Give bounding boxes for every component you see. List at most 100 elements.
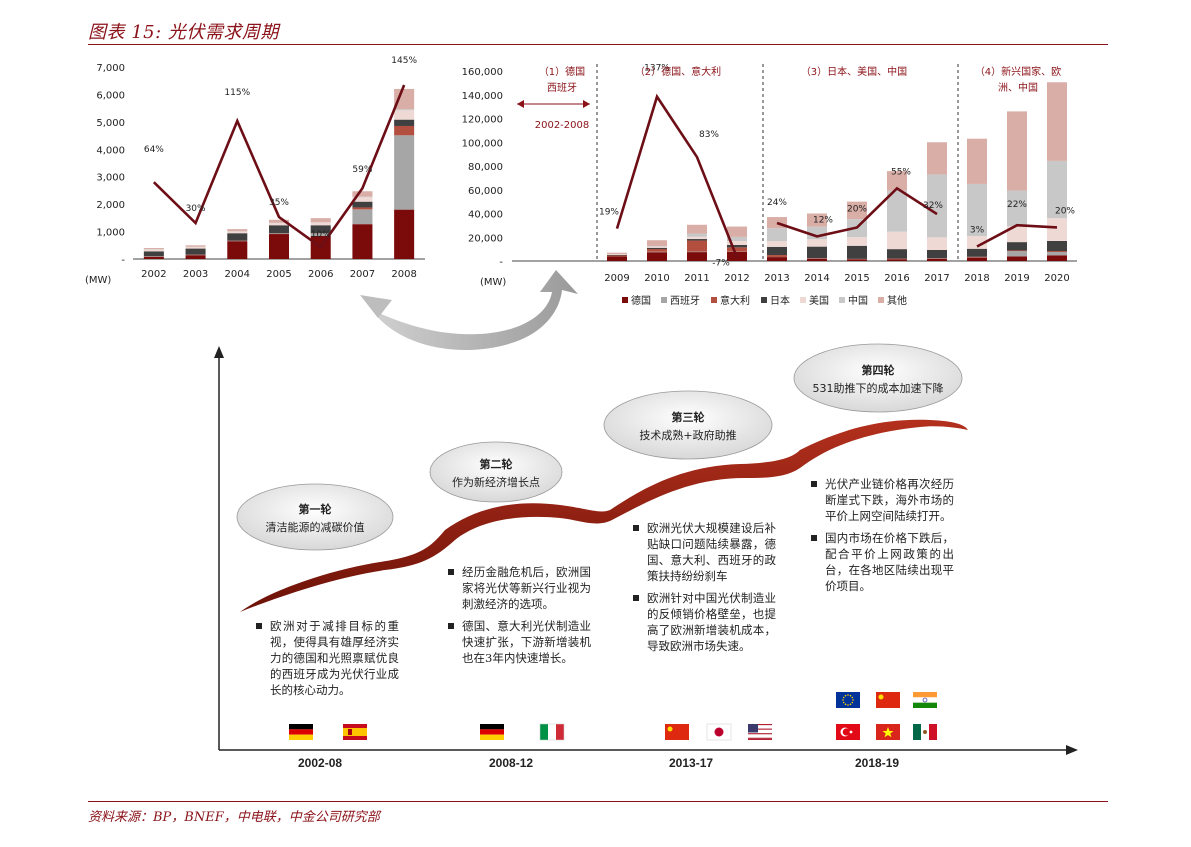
bar-segment xyxy=(227,241,248,259)
flag-part xyxy=(748,735,772,737)
x-tick-label: 2009 xyxy=(604,273,629,284)
bar-segment xyxy=(807,213,827,227)
y-tick-label: - xyxy=(121,255,125,266)
flag-star xyxy=(878,694,884,700)
flag-part xyxy=(289,729,313,735)
flag-star xyxy=(842,696,845,699)
bar-segment xyxy=(927,249,947,259)
round-title: 第四轮 xyxy=(862,363,895,377)
unit-label: (MW) xyxy=(85,275,111,286)
flag-border xyxy=(706,723,732,741)
bar-segment xyxy=(887,259,907,261)
flag-star xyxy=(851,696,854,699)
bar-segment xyxy=(185,248,206,255)
bar-segment xyxy=(967,236,987,249)
y-tick-label: 7,000 xyxy=(96,63,125,74)
growth-label: 145% xyxy=(391,56,417,66)
flag-part xyxy=(540,724,548,740)
bar-segment xyxy=(727,226,747,237)
bar-segment xyxy=(887,171,907,191)
flag-border xyxy=(539,723,565,741)
bar-segment xyxy=(767,241,787,247)
legend-label: 德国 xyxy=(631,294,651,307)
bar-segment xyxy=(967,248,987,257)
growth-label: 115% xyxy=(224,88,250,98)
bar-segment xyxy=(227,233,248,241)
bar-segment xyxy=(607,255,627,257)
bar-segment xyxy=(647,247,667,250)
flag-star xyxy=(847,704,849,706)
x-tick-label: 2019 xyxy=(1004,273,1029,284)
bar-segment xyxy=(647,246,667,248)
bullet-item: 欧洲对于减排目标的重视，使得具有雄厚经济实力的德国和光照禀赋优良的西班牙成为光伏… xyxy=(256,618,399,698)
bar-segment xyxy=(887,249,907,259)
flag-part xyxy=(748,728,772,730)
bar-segment xyxy=(143,256,164,259)
flag-star xyxy=(667,726,673,732)
x-tick-label: 2018 xyxy=(964,273,989,284)
growth-label: 3% xyxy=(970,225,985,235)
phase1-arrow-left xyxy=(517,100,524,108)
bar-segment xyxy=(143,249,164,252)
legend-label: 日本 xyxy=(770,294,790,307)
bar-segment xyxy=(310,222,331,226)
growth-line xyxy=(152,84,406,249)
bar-segment xyxy=(394,125,415,136)
timeline-x-arrow xyxy=(1066,745,1078,755)
bar-segment xyxy=(352,224,373,259)
flag-part xyxy=(913,697,937,703)
flag-part xyxy=(913,724,921,740)
bar-segment xyxy=(967,183,987,237)
flag-part xyxy=(343,728,367,736)
x-tick-label: 2006 xyxy=(308,269,333,280)
bar-segment xyxy=(607,256,627,261)
growth-label: 30% xyxy=(186,204,206,214)
legend-label: 中国 xyxy=(848,294,868,307)
round3-bullets: 欧洲光伏大规模建设后补贴缺口问题陆续暴露，德国、意大利、西班牙的政策扶持纷纷刹车… xyxy=(633,520,776,660)
bar-segment xyxy=(352,201,373,208)
bar-segment xyxy=(687,236,707,240)
bar-segment xyxy=(227,231,248,234)
legend-label: 意大利 xyxy=(720,294,750,307)
italy-flag xyxy=(539,723,565,741)
flag-star xyxy=(849,703,852,706)
x-tick-label: 2005 xyxy=(266,269,291,280)
legend-swatch xyxy=(878,297,884,303)
round-bubble xyxy=(603,390,773,460)
bar-segment xyxy=(767,255,787,257)
bar-segment xyxy=(687,224,707,234)
eu-flag xyxy=(836,692,860,708)
germany-flag xyxy=(480,724,504,740)
y-tick-label: 160,000 xyxy=(462,67,503,78)
bar-segment xyxy=(1007,190,1027,227)
bar-segment xyxy=(227,229,248,232)
timeline-y-arrow xyxy=(214,346,224,358)
round2-bullets: 经历金融危机后，欧洲国家将光伏等新兴行业视为刺激经济的选项。 德国、意大利光伏制造… xyxy=(448,564,591,672)
x-tick-label: 2003 xyxy=(183,269,208,280)
bar-segment xyxy=(1047,251,1067,256)
bar-segment xyxy=(352,209,373,225)
y-tick-label: 120,000 xyxy=(462,115,503,126)
phase1-years: 2002-2008 xyxy=(535,120,590,131)
round-bubble xyxy=(236,483,394,551)
flag-part xyxy=(289,734,313,740)
x-tick-label: 2013 xyxy=(764,273,789,284)
legend-label: 美国 xyxy=(809,294,829,307)
bar-segment xyxy=(727,241,747,245)
bar-segment xyxy=(927,174,947,238)
bar-segment xyxy=(352,196,373,198)
bar-segment xyxy=(847,237,867,246)
y-tick-label: 80,000 xyxy=(468,162,503,173)
legend-label: 西班牙 xyxy=(670,295,700,307)
flag-star xyxy=(844,694,847,697)
bar-segment xyxy=(1007,251,1027,257)
bar-segment xyxy=(1047,255,1067,261)
bullet-item: 德国、意大利光伏制造业快速扩张，下游新增装机也在3年内快速增长。 xyxy=(448,618,591,666)
bar-segment xyxy=(927,142,947,175)
bullet-item: 国内市场在价格下跌后，配合平价上网政策的出台，在各地区陆续出现平价项目。 xyxy=(811,530,954,594)
phase-label: （2）德国、意大利 xyxy=(635,65,721,78)
flag-star xyxy=(847,694,849,696)
bullet-item: 光伏产业链价格再次经历断崖式下跌，海外市场的平价上网空间陆续打开。 xyxy=(811,476,954,524)
round-title: 第二轮 xyxy=(480,457,513,471)
flag-part xyxy=(913,702,937,708)
